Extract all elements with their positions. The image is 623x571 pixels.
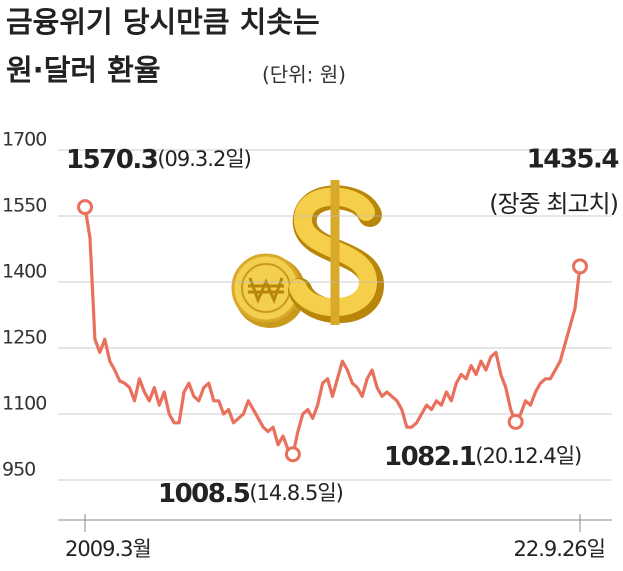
point-note: (장중 최고치) bbox=[489, 190, 618, 218]
money-illustration bbox=[231, 180, 385, 328]
highlight-point bbox=[284, 446, 301, 463]
point-annotation: 1082.1(20.12.4일) bbox=[384, 442, 581, 472]
y-tick-label: 1100 bbox=[2, 393, 46, 415]
value-label: 1570.3 bbox=[66, 145, 158, 175]
y-tick-label: 950 bbox=[2, 459, 35, 481]
x-tick-label: 22.9.26일 bbox=[514, 537, 605, 561]
highlight-point bbox=[77, 199, 93, 216]
y-tick-label: 1250 bbox=[2, 327, 46, 349]
value-label: 1008.5 bbox=[158, 479, 250, 509]
y-tick-label: 1550 bbox=[2, 195, 46, 217]
highlight-point bbox=[507, 413, 524, 430]
unit-label: (단위: 원) bbox=[262, 63, 346, 87]
value-label: 1082.1 bbox=[384, 442, 476, 472]
y-tick-label: 1700 bbox=[2, 129, 46, 151]
point-note: (09.3.2일) bbox=[157, 147, 251, 171]
y-tick-label: 1400 bbox=[2, 261, 46, 283]
point-note: (20.12.4일) bbox=[475, 444, 581, 468]
chart-title: 금융위기 당시만큼 치솟는 bbox=[6, 5, 320, 39]
point-note: (14.8.5일) bbox=[249, 481, 343, 505]
point-annotation: 1570.3(09.3.2일) bbox=[66, 145, 251, 175]
line-series bbox=[83, 206, 582, 456]
highlight-point bbox=[572, 258, 588, 275]
point-annotation: 1008.5(14.8.5일) bbox=[158, 479, 343, 509]
value-label: 1435.4 bbox=[527, 145, 619, 175]
x-tick-label: 2009.3월 bbox=[65, 537, 151, 561]
chart-subtitle: 원·달러 환율 bbox=[6, 53, 161, 87]
